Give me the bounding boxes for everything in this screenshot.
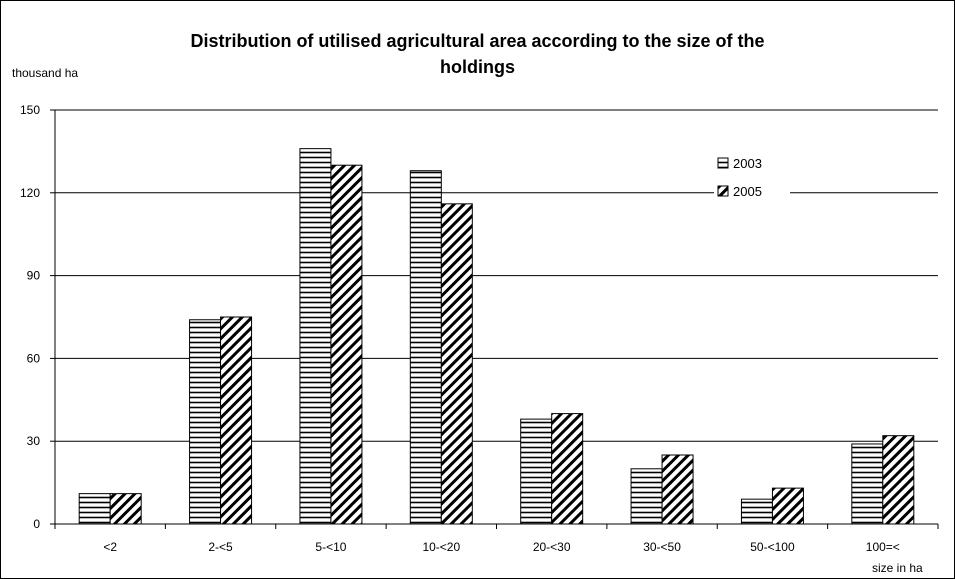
x-tick-label: <2 bbox=[103, 540, 117, 554]
legend: 2003 2005 bbox=[714, 153, 790, 203]
x-tick-label: 50-<100 bbox=[750, 540, 795, 554]
bar-2005-0 bbox=[109, 493, 142, 525]
y-tick-label: 30 bbox=[27, 434, 41, 448]
bar-2003-1 bbox=[189, 319, 222, 525]
x-axis-label: size in ha bbox=[872, 561, 923, 575]
bar-2005-2 bbox=[330, 164, 363, 525]
chart-title: Distribution of utilised agricultural ar… bbox=[190, 31, 765, 77]
legend-swatch-2003 bbox=[717, 157, 729, 169]
bar-2005-5 bbox=[661, 454, 694, 525]
y-tick-label: 120 bbox=[20, 186, 40, 200]
y-tick-label: 150 bbox=[20, 103, 40, 117]
bar-2005-1 bbox=[220, 316, 253, 525]
grid-layer bbox=[55, 109, 938, 442]
bar-2003-2 bbox=[299, 148, 332, 525]
y-tick-label: 0 bbox=[33, 517, 40, 531]
bar-layer bbox=[78, 148, 915, 525]
x-tick-label: 30-<50 bbox=[643, 540, 681, 554]
axis-layer: 0 30 60 90 120 150 <2 2-<5 5-<10 10-<20 20-<30 30-<… bbox=[20, 103, 939, 554]
bar-2005-4 bbox=[551, 413, 584, 525]
legend-label-2005: 2005 bbox=[733, 184, 762, 199]
y-tick-label: 90 bbox=[27, 269, 41, 283]
x-tick-label: 20-<30 bbox=[533, 540, 571, 554]
bar-2005-3 bbox=[440, 203, 473, 525]
bar-2003-3 bbox=[409, 170, 442, 525]
bar-2005-7 bbox=[882, 435, 915, 525]
y-axis-label: thousand ha bbox=[12, 66, 79, 80]
x-tick-label: 2-<5 bbox=[208, 540, 233, 554]
bar-2003-6 bbox=[740, 498, 773, 525]
legend-label-2003: 2003 bbox=[733, 156, 762, 171]
legend-swatch-2005 bbox=[717, 185, 729, 197]
y-tick-label: 60 bbox=[27, 351, 41, 365]
x-tick-label: 10-<20 bbox=[422, 540, 460, 554]
bar-2003-5 bbox=[630, 468, 663, 525]
bar-2003-4 bbox=[520, 418, 553, 525]
bar-2003-7 bbox=[851, 443, 884, 525]
bar-2003-0 bbox=[78, 493, 111, 525]
x-tick-label: 5-<10 bbox=[315, 540, 346, 554]
x-tick-label: 100=< bbox=[866, 540, 900, 554]
bar-2005-6 bbox=[771, 487, 804, 525]
